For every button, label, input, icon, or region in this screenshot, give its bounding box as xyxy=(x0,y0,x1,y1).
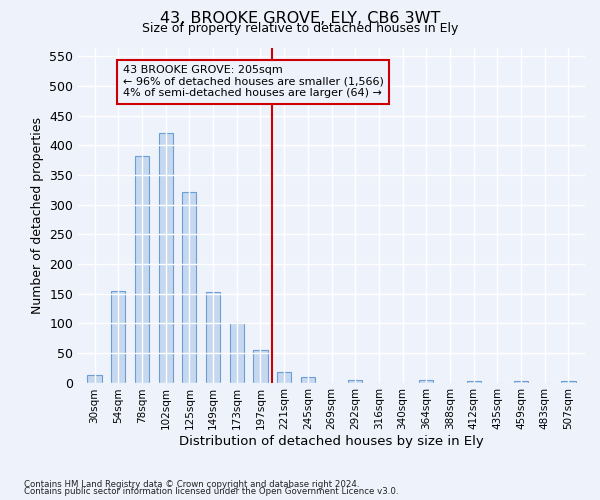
Y-axis label: Number of detached properties: Number of detached properties xyxy=(31,116,44,314)
Bar xyxy=(253,350,268,382)
Bar xyxy=(467,380,481,382)
Text: 43, BROOKE GROVE, ELY, CB6 3WT: 43, BROOKE GROVE, ELY, CB6 3WT xyxy=(160,11,440,26)
Bar xyxy=(135,156,149,382)
Bar xyxy=(158,134,173,382)
Bar xyxy=(88,375,101,382)
X-axis label: Distribution of detached houses by size in Ely: Distribution of detached houses by size … xyxy=(179,435,484,448)
Bar xyxy=(206,292,220,382)
Bar xyxy=(277,372,291,382)
Text: 43 BROOKE GROVE: 205sqm
← 96% of detached houses are smaller (1,566)
4% of semi-: 43 BROOKE GROVE: 205sqm ← 96% of detache… xyxy=(123,66,384,98)
Bar xyxy=(348,380,362,382)
Text: Size of property relative to detached houses in Ely: Size of property relative to detached ho… xyxy=(142,22,458,35)
Bar xyxy=(419,380,433,382)
Text: Contains HM Land Registry data © Crown copyright and database right 2024.: Contains HM Land Registry data © Crown c… xyxy=(24,480,359,489)
Text: Contains public sector information licensed under the Open Government Licence v3: Contains public sector information licen… xyxy=(24,487,398,496)
Bar xyxy=(182,192,196,382)
Bar xyxy=(230,323,244,382)
Bar xyxy=(301,376,315,382)
Bar xyxy=(111,290,125,382)
Bar xyxy=(562,380,575,382)
